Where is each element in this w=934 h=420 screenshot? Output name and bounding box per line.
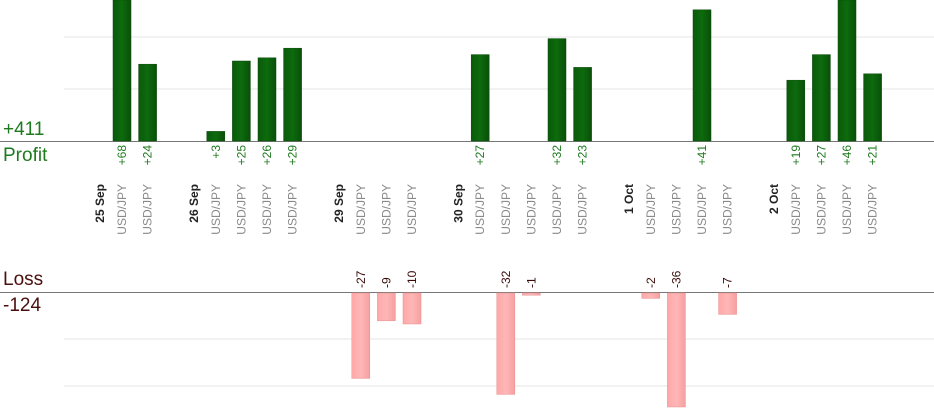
- profit-value-label: +32: [550, 145, 564, 166]
- profit-bar: [786, 79, 806, 142]
- symbol-label: USD/JPY: [721, 184, 735, 235]
- symbol-label: USD/JPY: [840, 184, 854, 235]
- profit-bar: [573, 67, 592, 142]
- symbol-label: USD/JPY: [260, 184, 274, 235]
- symbol-label: USD/JPY: [576, 184, 590, 235]
- symbol-label: USD/JPY: [234, 184, 248, 235]
- profit-bar: [206, 131, 226, 142]
- profit-bar: [863, 73, 882, 142]
- profit-value-label: +68: [115, 145, 129, 166]
- loss-value-label: -36: [669, 270, 683, 288]
- profit-value-label: +21: [866, 145, 880, 166]
- loss-value-label: -27: [354, 270, 368, 288]
- symbol-label: USD/JPY: [866, 184, 880, 235]
- profit-bar: [138, 63, 157, 142]
- loss-bar: [522, 292, 541, 296]
- loss-value-label: -2: [644, 277, 658, 288]
- profit-value-label: +23: [576, 145, 590, 166]
- profit-value-label: +19: [789, 145, 803, 166]
- loss-value-label: -32: [499, 270, 513, 288]
- symbol-label: USD/JPY: [695, 184, 709, 235]
- symbol-label: USD/JPY: [379, 184, 393, 235]
- loss-bar: [667, 292, 686, 408]
- profit-label: Profit: [3, 145, 48, 166]
- loss-value-label: -9: [379, 277, 393, 288]
- symbol-label: USD/JPY: [141, 184, 155, 235]
- profit-total: +411: [3, 119, 45, 140]
- profit-value-label: +3: [209, 145, 223, 159]
- loss-bar: [641, 292, 661, 299]
- profit-value-label: +27: [473, 145, 487, 166]
- profit-value-label: +46: [840, 145, 854, 166]
- symbol-label: USD/JPY: [789, 184, 803, 235]
- profit-bar: [283, 47, 302, 142]
- profit-bar: [112, 0, 132, 142]
- loss-bar: [351, 292, 371, 379]
- symbol-label: USD/JPY: [499, 184, 513, 235]
- symbol-label: USD/JPY: [209, 184, 223, 235]
- date-label: 1 Oct: [622, 184, 636, 214]
- date-label: 30 Sep: [451, 184, 465, 223]
- loss-value-label: -7: [721, 277, 735, 288]
- loss-total: -124: [3, 295, 42, 316]
- profit-value-label: +25: [234, 145, 248, 166]
- symbol-label: USD/JPY: [473, 184, 487, 235]
- profit-value-label: +41: [695, 145, 709, 166]
- profit-bar: [812, 54, 831, 142]
- loss-bar: [496, 292, 516, 395]
- symbol-label: USD/JPY: [669, 184, 683, 235]
- profit-bar: [547, 38, 567, 142]
- profit-value-label: +26: [260, 145, 274, 166]
- profit-value-label: +27: [814, 145, 828, 166]
- loss-bar: [402, 292, 422, 325]
- symbol-label: USD/JPY: [354, 184, 368, 235]
- symbol-label: USD/JPY: [405, 184, 419, 235]
- profit-bar: [470, 54, 490, 142]
- loss-value-label: -10: [405, 270, 419, 288]
- profit-value-label: +29: [286, 145, 300, 166]
- symbol-label: USD/JPY: [550, 184, 564, 235]
- date-label: 25 Sep: [93, 184, 107, 223]
- profit-value-label: +24: [141, 145, 155, 166]
- profit-bar: [232, 60, 251, 142]
- date-label: 26 Sep: [187, 184, 201, 223]
- symbol-label: USD/JPY: [115, 184, 129, 235]
- symbol-label: USD/JPY: [644, 184, 658, 235]
- loss-value-label: -1: [524, 277, 538, 288]
- date-label: 29 Sep: [332, 184, 346, 223]
- loss-bar: [377, 292, 396, 322]
- loss-bar: [718, 292, 737, 315]
- profit-bar: [257, 57, 277, 142]
- profit-bar: [692, 9, 712, 142]
- symbol-label: USD/JPY: [286, 184, 300, 235]
- symbol-label: USD/JPY: [814, 184, 828, 235]
- symbol-label: USD/JPY: [524, 184, 538, 235]
- loss-label: Loss: [3, 269, 44, 290]
- profit-bar: [837, 0, 857, 142]
- date-label: 2 Oct: [767, 184, 781, 214]
